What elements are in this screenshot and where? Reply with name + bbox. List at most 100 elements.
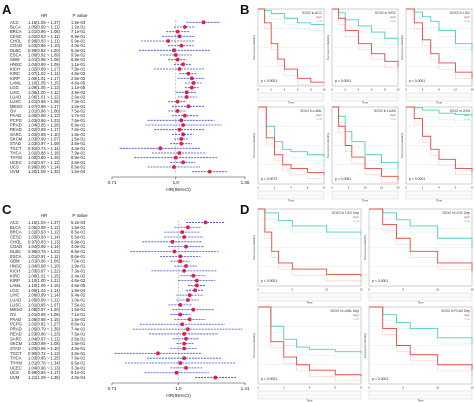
forest-a-row-label: THCA — [10, 151, 22, 156]
km-d-y-label: Survival probability — [363, 332, 367, 358]
forest-a-row-hr: 1.03(0.99 ~ 1.07) — [28, 137, 61, 142]
km-b-tick-label: 6 — [307, 186, 309, 190]
km-d-curve-high — [369, 208, 473, 271]
km-d-x-label: Time — [417, 399, 424, 402]
km-d-tick-label: 5 — [292, 288, 294, 292]
km-d-x-label: Time — [306, 301, 313, 305]
forest-a-row-label: ESCA — [10, 53, 22, 58]
km-b-legend-low: Low — [316, 19, 322, 23]
forest-a-row-hr: 1.07(1.02 ~ 1.12) — [28, 71, 61, 76]
forest-c-row-hr: 1.01(0.76 ~ 1.34) — [28, 361, 61, 366]
km-d-legend-low: Low — [353, 219, 359, 223]
forest-c-row-hr: 1.02(0.93 ~ 1.12) — [28, 230, 61, 235]
km-d-legend-low: Low — [353, 317, 359, 321]
forest-c-hr-point — [191, 307, 196, 312]
forest-c-row-label: BRCA — [10, 230, 22, 235]
forest-plot-a-svg: HR P value ACC 1.16(1.06 ~ 1.27) 1.5e-03 BLCA… — [10, 13, 250, 193]
forest-a-row-label: MESO — [10, 104, 23, 109]
forest-c-row-hr: 1.05(0.98 ~ 1.12) — [28, 225, 61, 230]
km-b-curve-high — [258, 8, 324, 83]
km-b-legend-low: Low — [316, 117, 322, 121]
forest-a-row-hr: 1.06(1.00 ~ 1.12) — [28, 90, 61, 95]
forest-c-hr-point — [174, 370, 179, 375]
km-d-curve-high-ci — [258, 208, 362, 283]
km-d-legend-high: High — [353, 215, 360, 219]
forest-a-row-hr: 1.02(0.88 ~ 1.18) — [28, 151, 61, 156]
forest-c-tick-label: 1.0 — [175, 386, 182, 391]
forest-a-hr-point — [175, 57, 180, 62]
forest-a-hr-point — [179, 118, 184, 123]
forest-c-hr-point — [213, 375, 218, 380]
forest-c-hr-point — [178, 259, 183, 264]
km-d-legend-low: Low — [464, 317, 470, 321]
forest-c-header-p: P Value — [72, 213, 88, 218]
forest-c-row-label: LGG — [10, 288, 19, 293]
forest-a-row-label: COAD — [10, 43, 22, 48]
forest-c-row-p: 5.2e-03 — [71, 220, 86, 225]
forest-a-row-p: 1.7e-01 — [71, 113, 86, 118]
forest-c-row-hr: 0.98(0.78 ~ 1.23) — [28, 249, 61, 254]
forest-c-row-label: HNSC — [10, 264, 22, 269]
forest-c-hr-point — [182, 341, 187, 346]
forest-c-row-p: 1.0e-01 — [71, 298, 86, 303]
forest-c-row-hr: 1.08(0.97 ~ 1.20) — [28, 307, 61, 312]
forest-c-row-p: 9.1e-01 — [71, 370, 86, 375]
forest-a-hr-point — [172, 48, 176, 53]
forest-c-row-label: ESCA — [10, 254, 22, 259]
forest-a-hr-point — [177, 127, 182, 132]
forest-a-row-p: 8.9e-01 — [71, 165, 86, 170]
km-d-p-value: p = 0.0001 — [261, 377, 277, 381]
forest-c-row-p: 1.5e-01 — [71, 317, 86, 322]
forest-a-row-label: LGG — [10, 85, 19, 90]
km-b-title: SOX2 in LUAD — [374, 109, 397, 113]
forest-a-row-hr: 1.02(0.89 ~ 1.17) — [28, 127, 61, 132]
km-b-tick-label: 6 — [371, 88, 373, 92]
km-b-x-label: Time — [362, 101, 369, 105]
km-d-curve-high — [258, 208, 362, 277]
forest-a-row-hr: 1.01(0.96 ~ 1.06) — [28, 99, 61, 104]
forest-a-hr-point — [179, 43, 184, 48]
km-d-tick-label: 15 — [470, 386, 474, 390]
forest-c-hr-point — [203, 220, 208, 225]
forest-a-hr-point — [189, 85, 194, 90]
forest-c-row-p: 8.6e-01 — [71, 254, 86, 259]
panel-label-c: C — [2, 202, 12, 217]
forest-a-hr-point — [175, 29, 180, 34]
forest-a-tick-label: 0.71 — [108, 180, 117, 185]
forest-a-row-hr: 1.02(0.93 ~ 1.11) — [28, 34, 60, 39]
forest-a-hr-point — [179, 137, 184, 141]
km-d-p-value: p < 0.0001 — [372, 279, 388, 283]
km-b-y-label: Survival probability — [326, 132, 330, 158]
forest-a-row-hr: 1.03(0.96 ~ 1.10) — [28, 43, 61, 48]
forest-a-row-label: LUAD — [10, 95, 21, 100]
km-b-tick-label: 2 — [344, 88, 346, 92]
km-b-p-value: p = 0.0001 — [335, 79, 351, 83]
forest-c-row-label: CHOL — [10, 239, 22, 244]
km-b-tick-label: 8 — [438, 88, 440, 92]
forest-a-x-label: HR(95%CI) — [166, 187, 191, 193]
forest-c-hr-point — [185, 225, 190, 230]
forest-a-row-p: 7.8e-01 — [71, 67, 86, 72]
forest-a-row-hr: 1.02(0.89 ~ 1.17) — [28, 67, 61, 72]
forest-c-row-p: 8.6e-01 — [71, 322, 86, 327]
forest-a-hr-point — [181, 160, 185, 165]
forest-c-row-label: OV — [10, 312, 16, 317]
km-d-legend-low: Low — [464, 219, 470, 223]
forest-a-row-p: 1.1e-01 — [71, 62, 86, 67]
km-b-tick-label: 6 — [455, 186, 457, 190]
km-d-tick-label: 0 — [257, 386, 259, 390]
forest-a-row-p: 4.6e-05 — [71, 81, 86, 86]
forest-c-row-p: 7.5e-01 — [71, 331, 86, 336]
forest-c-hr-point — [178, 361, 183, 365]
km-d-legend-high: High — [464, 215, 471, 219]
km-b-title: SOX2 in ACC — [302, 11, 323, 15]
forest-a-hr-point — [182, 113, 187, 118]
km-b-x-label: Time — [436, 199, 443, 203]
forest-c-row-hr: 1.15(1.04 ~ 1.27) — [28, 220, 61, 225]
forest-a-hr-point — [184, 95, 189, 99]
km-b-y-label: Survival probability — [252, 132, 256, 158]
forest-c-row-p: 2.4e-02 — [71, 273, 86, 278]
forest-a-row-hr: 0.99(0.86 ~ 1.14) — [28, 165, 61, 170]
forest-a-hr-point — [186, 71, 191, 76]
